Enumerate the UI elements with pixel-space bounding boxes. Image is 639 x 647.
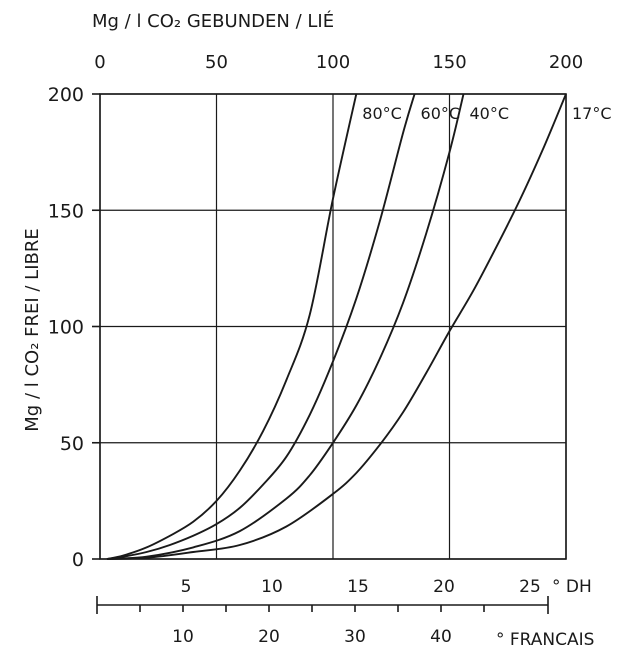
- series-line-60c: [106, 93, 416, 560]
- top-tick-label: 50: [205, 52, 228, 73]
- left-tick-label: 0: [72, 549, 84, 571]
- top-tick-label: 150: [432, 52, 466, 73]
- francais-unit-label: ° FRANCAIS: [496, 630, 594, 647]
- dh-tick-label: 10: [261, 577, 283, 597]
- series-curves: [106, 93, 567, 560]
- left-tick-label: 100: [48, 317, 84, 339]
- series-line-40c: [106, 93, 465, 560]
- dh-tick-label: 5: [181, 577, 192, 597]
- top-tick-label: 200: [549, 52, 583, 73]
- dh-tick-label: 15: [347, 577, 369, 597]
- series-label: 60°C: [421, 104, 461, 123]
- grid: [99, 93, 567, 560]
- francais-tick-label: 30: [344, 627, 366, 647]
- series-label: 80°C: [362, 104, 402, 123]
- series-line-80c: [106, 93, 358, 560]
- series-label: 17°C: [572, 104, 612, 123]
- top-axis-title: Mg / l CO₂ GEBUNDEN / LIÉ: [92, 10, 334, 32]
- francais-tick-label: 40: [430, 627, 452, 647]
- top-tick-label: 100: [316, 52, 350, 73]
- left-tick-label: 200: [48, 84, 84, 106]
- series-label: 40°C: [469, 104, 509, 123]
- left-axis-title: Mg / l CO₂ FREI / LIBRE: [22, 228, 43, 431]
- francais-tick-label: 20: [258, 627, 280, 647]
- tick-labels: 0 50 100 150 200 0 50 100 150 200 5 10 15 20 25 10 20 30 4…: [48, 52, 612, 647]
- top-tick-label: 0: [94, 52, 105, 73]
- dh-unit-label: ° DH: [552, 577, 592, 597]
- francais-tick-label: 10: [172, 627, 194, 647]
- series-line-17c: [106, 93, 567, 560]
- dh-tick-label: 25: [519, 577, 541, 597]
- left-tick-label: 150: [48, 200, 84, 222]
- axes: [92, 93, 549, 614]
- left-tick-label: 50: [60, 433, 84, 455]
- dh-tick-label: 20: [433, 577, 455, 597]
